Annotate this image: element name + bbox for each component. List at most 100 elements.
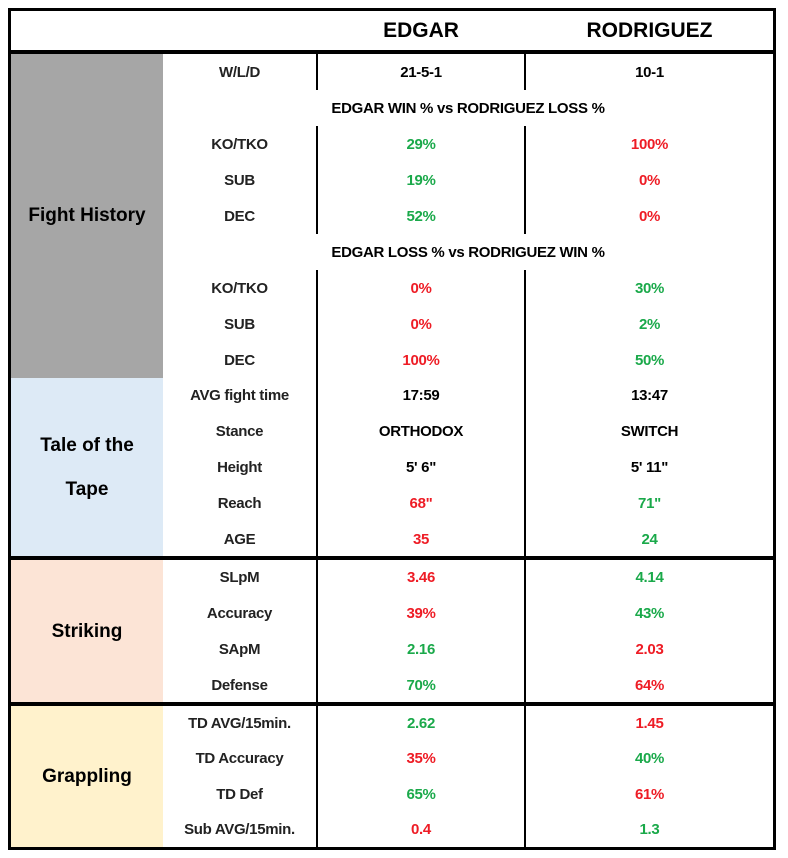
stat-label: AVG fight time (190, 387, 289, 405)
stat-row: DEC 100% 50% (163, 342, 773, 378)
stat-row: W/L/D 21-5-1 10-1 (163, 54, 773, 90)
section-title: Fight History (28, 205, 146, 226)
column-divider (524, 595, 526, 632)
section-title: Tale of the Tape (40, 434, 134, 500)
column-divider (524, 126, 526, 162)
stat-label: SUB (224, 171, 255, 189)
column-divider (524, 342, 526, 378)
rodriguez-value: 10-1 (635, 63, 664, 81)
stat-row: SLpM 3.46 4.14 (163, 560, 773, 596)
column-divider (316, 776, 318, 812)
stat-label: DEC (224, 207, 255, 225)
subheader-text: EDGAR WIN % vs RODRIGUEZ LOSS % (331, 99, 605, 117)
edgar-value: ORTHODOX (378, 423, 464, 441)
column-divider (524, 631, 526, 668)
column-divider (524, 198, 526, 234)
column-divider (316, 126, 318, 162)
column-divider (316, 595, 318, 632)
rodriguez-value: 24 (641, 530, 658, 548)
column-divider (316, 631, 318, 668)
rodriguez-value: 0% (638, 207, 661, 225)
section-divider (11, 556, 773, 560)
stat-row: Height 5' 6" 5' 11" (163, 449, 773, 486)
rodriguez-value: 50% (634, 351, 665, 369)
column-divider (316, 811, 318, 847)
stat-row: Sub AVG/15min. 0.4 1.3 (163, 811, 773, 847)
header-fighter1: EDGAR (383, 19, 459, 42)
rodriguez-value: 2% (638, 315, 661, 333)
section-title: Striking (51, 620, 123, 642)
edgar-value: 0% (410, 279, 432, 297)
stat-row: AGE 35 24 (163, 521, 773, 557)
stat-row: SUB 19% 0% (163, 162, 773, 198)
stat-label: Accuracy (206, 605, 273, 623)
stat-row: TD Def 65% 61% (163, 776, 773, 812)
stat-row: Reach 68" 71" (163, 485, 773, 522)
stat-row: SApM 2.16 2.03 (163, 631, 773, 668)
stat-label: Stance (215, 423, 264, 441)
column-divider (524, 413, 526, 450)
stat-label: SApM (218, 640, 261, 658)
edgar-value: 100% (402, 351, 440, 369)
stat-label: W/L/D (219, 63, 260, 81)
header-divider (11, 50, 773, 54)
column-divider (316, 306, 318, 342)
edgar-value: 0% (410, 315, 432, 333)
section-fight-history: Fight History (11, 54, 163, 378)
stat-row: KO/TKO 0% 30% (163, 270, 773, 306)
stat-label: TD AVG/15min. (188, 715, 291, 733)
edgar-value: 17:59 (402, 387, 440, 405)
fighter-comparison-table: EDGAR RODRIGUEZ Fight History W/L/D 21-5-1… (8, 8, 776, 850)
column-divider (316, 485, 318, 522)
stat-row: SUB 0% 2% (163, 306, 773, 342)
section-grappling: Grappling (11, 706, 163, 847)
column-divider (316, 342, 318, 378)
edgar-value: 2.62 (407, 715, 435, 733)
rodriguez-value: 1.45 (635, 715, 664, 733)
edgar-value: 0.4 (411, 820, 431, 838)
rodriguez-value: 30% (634, 279, 665, 297)
column-divider (316, 413, 318, 450)
edgar-value: 65% (406, 785, 436, 803)
column-divider (524, 378, 526, 414)
column-divider (524, 270, 526, 306)
subheader-row: EDGAR WIN % vs RODRIGUEZ LOSS % (163, 90, 773, 126)
edgar-value: 29% (406, 135, 436, 153)
subheader-text: EDGAR LOSS % vs RODRIGUEZ WIN % (331, 243, 605, 261)
stat-row: DEC 52% 0% (163, 198, 773, 234)
stat-row: AVG fight time 17:59 13:47 (163, 378, 773, 414)
stat-row: TD AVG/15min. 2.62 1.45 (163, 706, 773, 742)
stat-label: KO/TKO (211, 135, 268, 153)
subheader-row: EDGAR LOSS % vs RODRIGUEZ WIN % (163, 234, 773, 270)
column-divider (524, 811, 526, 847)
stat-label: AGE (223, 530, 256, 548)
rodriguez-value: 100% (630, 135, 669, 153)
section-divider (11, 702, 773, 706)
column-divider (316, 449, 318, 486)
edgar-value: 70% (406, 676, 436, 694)
edgar-value: 35% (406, 750, 436, 768)
rodriguez-value: 13:47 (631, 387, 668, 405)
column-divider (524, 560, 526, 596)
rodriguez-value: SWITCH (620, 423, 679, 441)
column-divider (524, 521, 526, 557)
stat-row: Stance ORTHODOX SWITCH (163, 413, 773, 450)
column-divider (524, 306, 526, 342)
rodriguez-value: 61% (634, 785, 665, 803)
column-divider (316, 741, 318, 777)
rodriguez-value: 2.03 (635, 640, 664, 658)
edgar-value: 5' 6" (405, 458, 437, 476)
stat-row: Defense 70% 64% (163, 667, 773, 703)
stat-label: Sub AVG/15min. (184, 820, 295, 838)
edgar-value: 2.16 (407, 640, 435, 658)
rodriguez-value: 4.14 (635, 569, 664, 587)
edgar-value: 21-5-1 (400, 63, 442, 81)
column-divider (316, 198, 318, 234)
rodriguez-value: 0% (638, 171, 661, 189)
column-divider (316, 162, 318, 198)
column-divider (524, 706, 526, 742)
column-divider (524, 485, 526, 522)
rodriguez-value: 71" (638, 494, 661, 512)
column-divider (524, 776, 526, 812)
column-divider (524, 54, 526, 90)
